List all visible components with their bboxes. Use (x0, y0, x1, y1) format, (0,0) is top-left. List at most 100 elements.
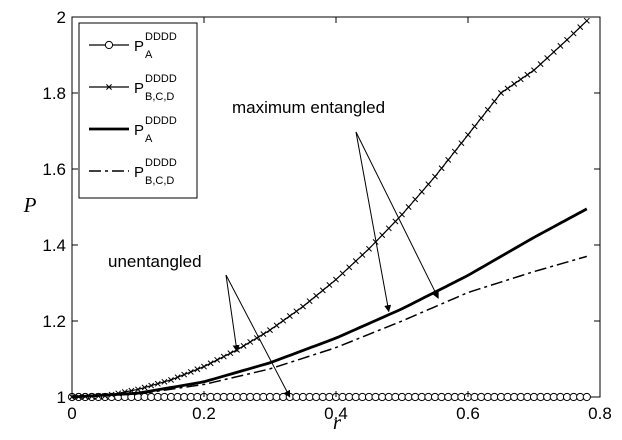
data-point (471, 123, 478, 130)
cross-stroke (346, 264, 353, 271)
cross-stroke (458, 140, 465, 147)
data-point (484, 106, 491, 113)
data-point (366, 245, 372, 252)
data-point (491, 98, 498, 105)
annotation-arrow (225, 274, 240, 353)
cross-stroke (531, 67, 537, 74)
cross-stroke (260, 331, 267, 338)
x-tick-label: 0.2 (192, 404, 216, 423)
data-point (517, 76, 524, 83)
data-point (379, 232, 386, 239)
legend-subscript: B,C,D (145, 175, 174, 187)
data-point (425, 181, 432, 188)
cross-stroke (385, 225, 392, 232)
cross-stroke (220, 353, 227, 360)
cross-stroke (418, 188, 425, 195)
annotation-arrow (355, 131, 392, 313)
annotation-2: unentangled (108, 252, 291, 398)
data-point (582, 392, 591, 402)
cross-stroke (154, 380, 161, 387)
cross-stroke (484, 106, 491, 113)
data-point (557, 42, 564, 49)
cross-stroke (432, 173, 438, 180)
cross-stroke (135, 386, 141, 393)
axis-ticks: 0 0.2 0.4 0.6 0.8 1 1.2 1.4 1.6 1.8 2 (42, 8, 611, 423)
annotation-arrow (225, 274, 291, 398)
data-point (286, 313, 293, 319)
x-axis-label: r (333, 410, 342, 434)
legend-superscript: DDDD (145, 31, 177, 43)
cross-stroke (577, 24, 584, 31)
cross-stroke (359, 252, 366, 258)
legend-label: P (134, 122, 144, 139)
cross-stroke (352, 258, 359, 265)
cross-stroke (491, 98, 498, 105)
cross-stroke (207, 360, 214, 367)
data-point (465, 131, 471, 138)
legend-marker (104, 40, 114, 50)
y-tick-label: 1 (57, 388, 66, 407)
annotation-text: maximum entangled (232, 98, 385, 117)
cross-stroke (405, 204, 412, 210)
legend-label: P (134, 38, 144, 55)
cross-stroke (583, 17, 590, 24)
cross-stroke (524, 71, 531, 78)
data-point (432, 173, 438, 180)
data-point (478, 115, 485, 122)
series-4 (71, 255, 588, 398)
cross-stroke (214, 356, 221, 363)
data-point (273, 322, 280, 329)
data-point (333, 276, 339, 283)
data-point (260, 331, 267, 338)
cross-stroke (564, 36, 570, 43)
cross-stroke (286, 313, 293, 319)
data-point (247, 339, 254, 345)
data-point (141, 384, 148, 391)
data-point (359, 252, 366, 258)
data-point (346, 264, 353, 271)
data-point (418, 188, 425, 195)
data-point (227, 350, 234, 357)
data-point (207, 360, 214, 367)
data-point (168, 376, 174, 383)
legend-label: P (134, 80, 144, 97)
data-point (392, 218, 399, 225)
data-point (313, 292, 320, 299)
cross-stroke (544, 55, 551, 61)
cross-stroke (333, 276, 339, 283)
legend-superscript: DDDD (145, 157, 177, 169)
y-tick-label: 1.2 (42, 312, 66, 331)
data-point (458, 140, 465, 147)
cross-stroke (550, 49, 557, 55)
cross-stroke (504, 85, 511, 92)
data-point (181, 371, 188, 378)
y-tick-label: 1.6 (42, 160, 66, 179)
cross-stroke (280, 317, 287, 324)
y-tick-label: 1.8 (42, 84, 66, 103)
cross-stroke (240, 342, 247, 349)
data-point (148, 382, 155, 389)
series-1 (67, 392, 591, 402)
cross-stroke (517, 76, 524, 83)
data-point (352, 258, 359, 265)
data-point (194, 366, 201, 373)
cross-stroke (273, 322, 280, 329)
cross-stroke (326, 282, 333, 288)
data-point (445, 156, 452, 163)
cross-stroke (306, 298, 313, 305)
data-point (201, 363, 207, 370)
cross-stroke (478, 115, 485, 122)
cross-stroke (293, 308, 300, 315)
data-point (577, 24, 584, 31)
data-point (174, 374, 181, 381)
cross-stroke (319, 287, 326, 294)
data-point (300, 303, 306, 310)
cross-stroke (227, 350, 234, 357)
cross-stroke (511, 80, 518, 87)
legend-superscript: DDDD (145, 115, 177, 127)
legend-label: P (134, 164, 144, 181)
